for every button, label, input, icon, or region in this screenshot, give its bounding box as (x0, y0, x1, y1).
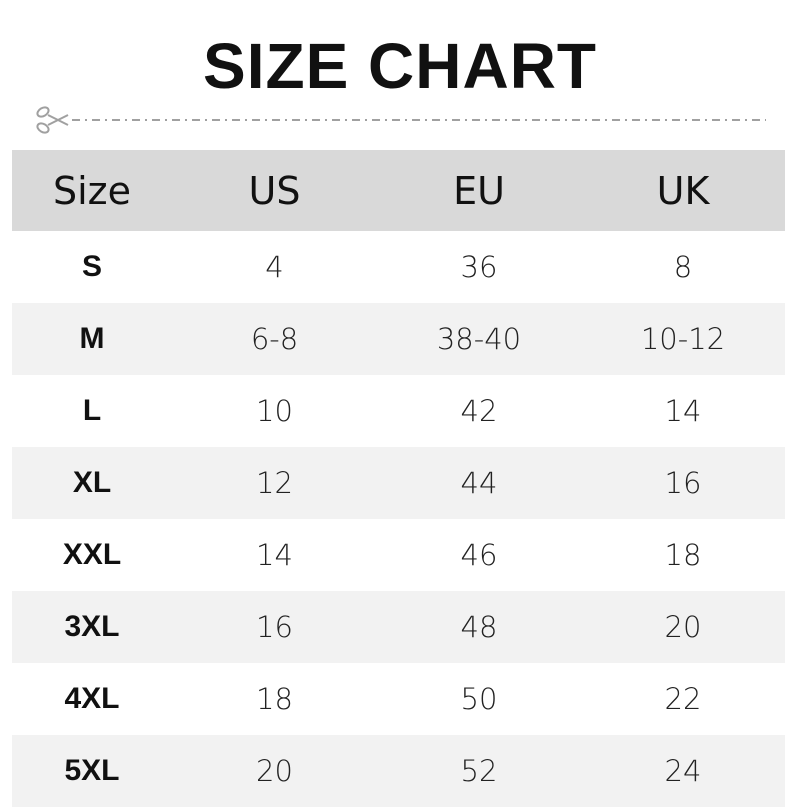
cell-eu: 44 (377, 447, 581, 519)
table-row: S 4 36 8 (12, 231, 785, 303)
cell-eu: 48 (377, 591, 581, 663)
cell-size: 3XL (12, 591, 172, 663)
cell-us: 12 (172, 447, 377, 519)
header-row: Size US EU UK (12, 150, 785, 231)
cell-us: 20 (172, 735, 377, 807)
cell-us: 10 (256, 394, 293, 428)
table-row: XL 12 44 16 (12, 447, 785, 519)
header-eu: EU (377, 150, 581, 231)
cell-uk: 14 (664, 394, 702, 428)
page-title: SIZE CHART (203, 30, 597, 102)
cell-us: 16 (172, 591, 377, 663)
cell-us: 14 (256, 538, 293, 572)
cell-uk: 16 (581, 447, 785, 519)
cell-uk: 10-12 (581, 303, 785, 375)
cell-eu: 36 (460, 250, 498, 284)
cell-size: S (81, 250, 102, 283)
cell-us: 18 (256, 682, 293, 716)
cell-size: M (12, 303, 172, 375)
header-size: Size (12, 150, 172, 231)
cell-size: XL (12, 447, 172, 519)
table-row: 5XL 20 52 24 (12, 735, 785, 807)
cell-uk: 24 (581, 735, 785, 807)
cell-us: 4 (265, 250, 284, 284)
header-uk: UK (581, 150, 785, 231)
cell-size: L (82, 394, 102, 427)
cell-uk: 22 (664, 682, 702, 716)
header-us: US (172, 150, 377, 231)
cell-eu: 50 (460, 682, 498, 716)
cell-uk: 18 (664, 538, 702, 572)
size-table: Size US EU UK S 4 36 8 M 6-8 38-40 10-12 L 10 42 14… (12, 150, 785, 807)
table-row: L 10 42 14 (12, 375, 785, 447)
cell-eu: 46 (460, 538, 498, 572)
table-row: M 6-8 38-40 10-12 (12, 303, 785, 375)
table-row: 3XL 16 48 20 (12, 591, 785, 663)
cut-line (36, 106, 766, 134)
scissors-icon (36, 106, 69, 134)
table-row: 4XL 18 50 22 (12, 663, 785, 735)
cell-uk: 20 (581, 591, 785, 663)
table-row: XXL 14 46 18 (12, 519, 785, 591)
cell-eu: 38-40 (377, 303, 581, 375)
cell-size: XXL (62, 538, 122, 571)
cell-us: 6-8 (172, 303, 377, 375)
cell-size: 5XL (12, 735, 172, 807)
cell-uk: 8 (673, 250, 693, 284)
cell-size: 4XL (64, 682, 120, 715)
cell-eu: 52 (377, 735, 581, 807)
cell-eu: 42 (460, 394, 498, 428)
